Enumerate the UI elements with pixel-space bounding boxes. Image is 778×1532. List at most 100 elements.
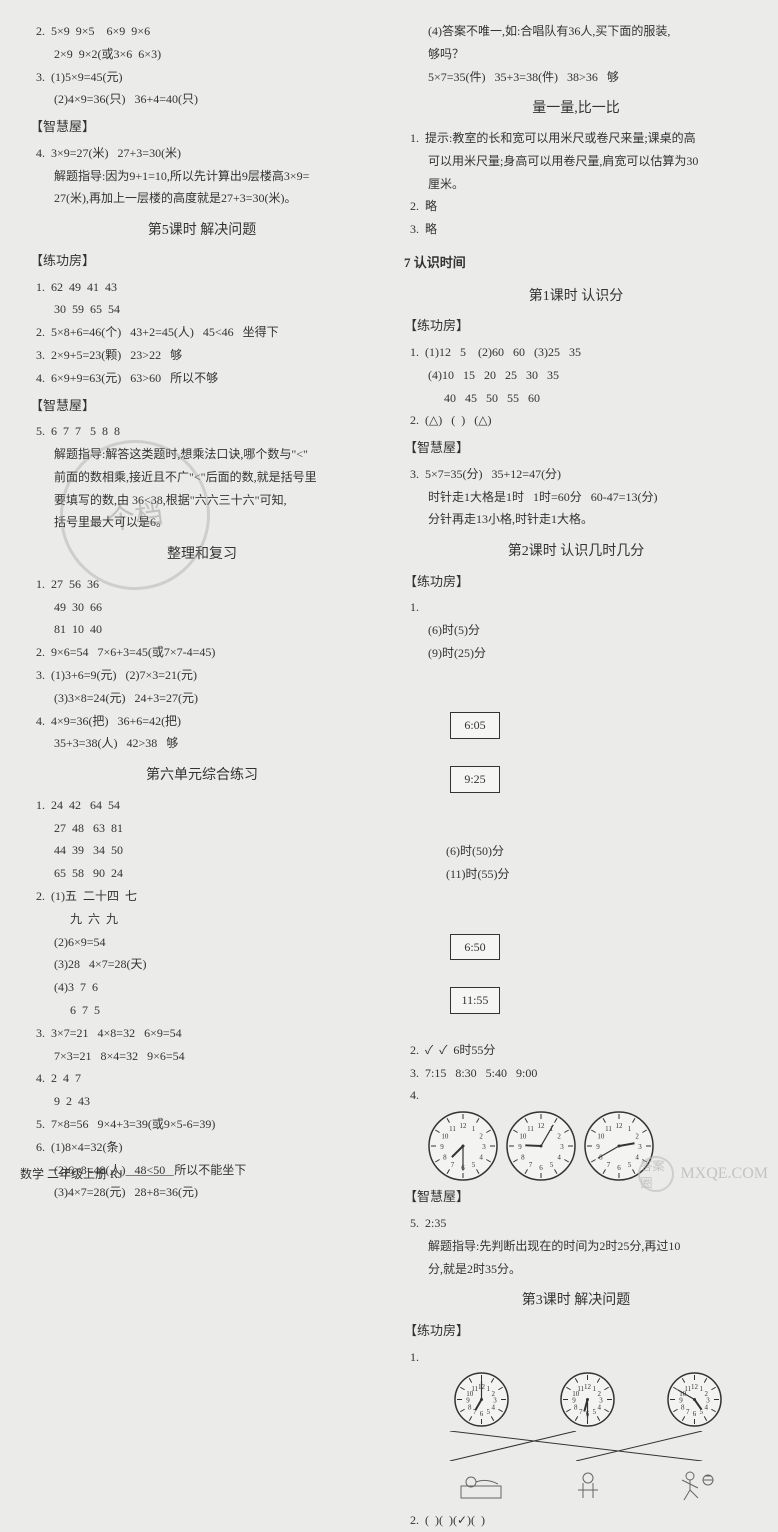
match-pic-row — [404, 1465, 748, 1505]
text-line: 6. (1)8×4=32(条) — [30, 1136, 374, 1159]
svg-text:12: 12 — [584, 1383, 592, 1391]
section-title: 第3课时 解决问题 — [404, 1288, 748, 1315]
activity-pic-sleep — [454, 1465, 509, 1505]
svg-text:8: 8 — [521, 1154, 525, 1162]
svg-text:12: 12 — [616, 1122, 624, 1130]
text-line: 3. (1)3+6=9(元) (2)7×3=21(元) — [30, 664, 374, 687]
text-line: 4. 2 4 7 — [30, 1067, 374, 1090]
text-line: 27 48 63 81 — [30, 817, 374, 840]
text-line: 6 7 5 — [30, 999, 374, 1022]
text-line: 81 10 40 — [30, 618, 374, 641]
text-line: 35+3=38(人) 42>38 够 — [30, 732, 374, 755]
svg-text:1: 1 — [472, 1125, 476, 1133]
text-line: 9 2 43 — [30, 1090, 374, 1113]
svg-text:5: 5 — [628, 1161, 632, 1169]
svg-text:5: 5 — [486, 1409, 490, 1417]
text-line: 解题指导:先判断出现在的时间为2时25分,再过10 — [404, 1235, 748, 1258]
text-line: (3)28 4×7=28(天) — [30, 953, 374, 976]
time-box: 6:05 — [450, 712, 500, 739]
text-line: 2. 5×8+6=46(个) 43+2=45(人) 45<46 坐得下 — [30, 321, 374, 344]
text-line: 1. — [404, 1346, 748, 1369]
text-line: 解题指导:因为9+1=10,所以先计算出9层楼高3×9= — [30, 165, 374, 188]
section-title: 第1课时 认识分 — [404, 284, 748, 311]
svg-text:4: 4 — [557, 1154, 561, 1162]
watermark-url: MXQE.COM — [680, 1165, 768, 1183]
text-line: 时针走1大格是1时 1时=60分 60-47=13(分) — [404, 486, 748, 509]
svg-text:1: 1 — [700, 1385, 704, 1393]
section-title: 第六单元综合练习 — [30, 763, 374, 790]
text-line: 可以用米尺量;身高可以用卷尺量,肩宽可以估算为30 — [404, 150, 748, 173]
svg-text:1: 1 — [486, 1385, 490, 1393]
clock: 121234567891011 — [428, 1111, 498, 1181]
match-lines — [404, 1431, 748, 1461]
text-line: 2. ( )( )(✓)( ) — [404, 1509, 748, 1532]
svg-text:2: 2 — [635, 1133, 639, 1141]
text-line: (2)6×9=54 — [30, 931, 374, 954]
svg-text:6: 6 — [693, 1410, 697, 1418]
text-line: (4)3 7 6 — [30, 976, 374, 999]
section-bracket: 【练功房】 — [404, 570, 748, 595]
text-line: 厘米。 — [404, 173, 748, 196]
svg-text:11: 11 — [471, 1385, 478, 1393]
svg-text:7: 7 — [607, 1161, 611, 1169]
svg-text:7: 7 — [529, 1161, 533, 1169]
text-line: 3. 5×7=35(分) 35+12=47(分) — [404, 463, 748, 486]
text-line: 够吗？ — [404, 43, 748, 66]
text-line: 分,就是2时35分。 — [404, 1258, 748, 1281]
text-line: 解题指导:解答这类题时,想乘法口诀,哪个数与"<" — [30, 443, 374, 466]
text-line: 27(米),再加上一层楼的高度就是27+3=30(米)。 — [30, 187, 374, 210]
svg-text:3: 3 — [482, 1143, 486, 1151]
time-box-row: 6:05 9:25 — [404, 688, 748, 818]
text-line: 括号里最大可以是6。 — [30, 511, 374, 534]
time-box-row: 6:50 11:55 — [404, 909, 748, 1039]
text-line: 5. 6 7 7 5 8 8 — [30, 420, 374, 443]
svg-text:12: 12 — [538, 1122, 546, 1130]
svg-text:5: 5 — [593, 1409, 597, 1417]
right-column: (4)答案不唯一,如:合唱队有36人,买下面的服装, 够吗？ 5×7=35(件)… — [404, 20, 748, 1180]
time-box: 11:55 — [450, 987, 500, 1014]
svg-text:8: 8 — [443, 1154, 447, 1162]
text-line: 要填写的数,由 36<38,根据"六六三十六"可知, — [30, 489, 374, 512]
section-bracket: 【练功房】 — [404, 1319, 748, 1344]
page-content: 2. 5×9 9×5 6×9 9×6 2×9 9×2(或3×6 6×3) 3. … — [30, 20, 748, 1180]
svg-text:7: 7 — [686, 1409, 690, 1417]
text-line: 65 58 90 24 — [30, 862, 374, 885]
text-line: 4. — [404, 1084, 748, 1107]
text-line: 4. 6×9+9=63(元) 63>60 所以不够 — [30, 367, 374, 390]
unit-title: 7 认识时间 — [404, 251, 748, 276]
svg-text:7: 7 — [451, 1161, 455, 1169]
text-line: 3. 2×9+5=23(颗) 23>22 够 — [30, 344, 374, 367]
section-bracket: 【智慧屋】 — [30, 394, 374, 419]
text-line: (3)4×7=28(元) 28+8=36(元) — [30, 1181, 374, 1204]
clock-icon: 121234567891011 — [506, 1111, 576, 1181]
text-line: 1. 27 56 36 — [30, 573, 374, 596]
svg-text:9: 9 — [440, 1143, 444, 1151]
svg-text:11: 11 — [527, 1125, 534, 1133]
clock-time-row: (6)时(50)分 (11)时(55)分 — [404, 818, 748, 909]
svg-text:9: 9 — [518, 1143, 522, 1151]
svg-text:10: 10 — [519, 1133, 527, 1141]
svg-text:4: 4 — [491, 1404, 495, 1412]
svg-text:12: 12 — [691, 1383, 699, 1391]
svg-text:12: 12 — [460, 1122, 468, 1130]
svg-text:11: 11 — [449, 1125, 456, 1133]
text-line: (4)10 15 20 25 30 35 — [404, 364, 748, 387]
text-line: 5×7=35(件) 35+3=38(件) 38>36 够 — [404, 66, 748, 89]
text-line: 30 59 65 54 — [30, 298, 374, 321]
text-line: (4)答案不唯一,如:合唱队有36人,买下面的服装, — [404, 20, 748, 43]
section-bracket: 【智慧屋】 — [30, 115, 374, 140]
text-line: 2. 略 — [404, 195, 748, 218]
svg-text:10: 10 — [597, 1133, 605, 1141]
text-line: 4. 4×9=36(把) 36+6=42(把) — [30, 710, 374, 733]
svg-text:4: 4 — [479, 1154, 483, 1162]
text-line: 九 六 九 — [30, 908, 374, 931]
section-bracket: 【练功房】 — [404, 314, 748, 339]
text-line: 2. 5×9 9×5 6×9 9×6 — [30, 20, 374, 43]
clock: 121234567891011 — [454, 1372, 509, 1427]
text-line: 3. 7:15 8:30 5:40 9:00 — [404, 1062, 748, 1085]
svg-text:4: 4 — [705, 1404, 709, 1412]
clock: 121234567891011 — [560, 1372, 615, 1427]
text-line: 49 30 66 — [30, 596, 374, 619]
text-line: 2. (△) ( ) (△) — [404, 409, 748, 432]
text-line: 3. 3×7=21 4×8=32 6×9=54 — [30, 1022, 374, 1045]
